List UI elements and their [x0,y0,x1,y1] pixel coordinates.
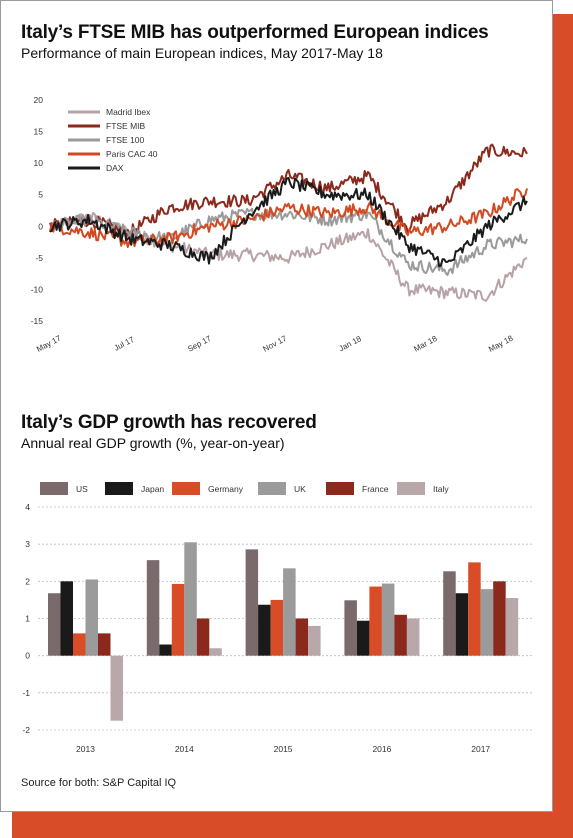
x-tick-label: 2017 [471,744,490,754]
bar-legend: US Japan Germany UK France Italy [40,482,449,495]
y-tick-label: -10 [31,284,44,294]
legend-swatch-italy [397,482,425,495]
y-tick-label: -1 [22,688,30,698]
bar-japan-2015 [258,604,271,656]
legend-label-us: US [76,484,88,494]
x-tick-label: 2016 [372,744,391,754]
y-tick-label: 15 [34,127,44,137]
bar-italy-2015 [308,625,321,656]
legend-label-madrid-ibex: Madrid Ibex [106,107,151,117]
bar-italy-2016 [406,618,420,656]
bar-germany-2017 [468,562,481,656]
infographic-card: Italy’s FTSE MIB has outperformed Europe… [0,0,553,812]
y-tick-label: -15 [31,316,44,326]
y-tick-label: 2 [25,576,30,586]
bar-us-2014 [146,560,160,656]
bar-us-2013 [48,593,61,656]
bar-germany-2016 [369,586,382,656]
bar-us-2015 [245,549,259,656]
y-tick-label: 4 [25,502,30,512]
legend-label-uk: UK [294,484,306,494]
bar-uk-2013 [85,579,98,656]
legend-label-france: France [362,484,389,494]
bar-uk-2014 [184,542,197,656]
bar-japan-2013 [60,581,73,656]
legend-swatch-france [326,482,354,495]
bar-france-2013 [98,633,111,656]
legend-label-italy: Italy [433,484,449,494]
bar-chart: 4 3 2 1 0 -1 -2 2013 2014 2015 2016 2017 US Japan Germ… [22,482,532,754]
bar-japan-2017 [455,593,469,656]
y-tick-label: 3 [25,539,30,549]
bar-us-2017 [443,571,456,656]
bar-france-2017 [493,581,506,656]
bar-us-2016 [344,600,357,656]
legend-label-germany: Germany [208,484,244,494]
legend-swatch-germany [172,482,200,495]
source-note: Source for both: S&P Capital IQ [21,777,177,789]
bar-germany-2014 [171,583,185,656]
line-legend: Madrid Ibex FTSE MIB FTSE 100 Paris CAC 40 D… [68,107,158,173]
legend-label-ftse-100: FTSE 100 [106,135,145,145]
chart1-subtitle: Performance of main European indices, Ma… [21,45,383,61]
bar-japan-2014 [159,644,172,656]
legend-swatch-uk [258,482,286,495]
bar-uk-2017 [480,589,494,656]
y-tick-label: 1 [25,614,30,624]
bar-uk-2016 [381,583,395,656]
x-tick-label: 2013 [76,744,95,754]
series-line-dax [49,176,528,268]
x-tick-label: 2014 [175,744,194,754]
bar-germany-2013 [73,633,86,656]
y-tick-label: -5 [35,253,43,263]
legend-label-ftse-mib: FTSE MIB [106,121,146,131]
y-tick-label: 20 [34,95,44,105]
bar-italy-2014 [209,648,222,656]
y-tick-label: 0 [38,221,43,231]
y-tick-label: 10 [34,158,44,168]
chart2-subtitle: Annual real GDP growth (%, year-on-year) [21,435,285,451]
chart2-title: Italy’s GDP growth has recovered [21,412,317,433]
series-line-madrid-ibex [49,211,528,302]
y-tick-label: -2 [22,725,30,735]
bar-germany-2015 [270,599,284,656]
chart1-title: Italy’s FTSE MIB has outperformed Europe… [21,22,489,43]
y-tick-label: 0 [25,651,30,661]
bar-france-2016 [394,614,407,656]
legend-swatch-us [40,482,68,495]
bar-france-2015 [295,618,309,656]
bar-france-2014 [196,618,210,656]
bar-italy-2013 [110,655,123,721]
legend-label-paris-cac-40: Paris CAC 40 [106,149,158,159]
bar-italy-2017 [505,598,519,656]
bar-uk-2015 [283,568,296,656]
legend-swatch-japan [105,482,133,495]
y-tick-label: 5 [38,190,43,200]
bar-japan-2016 [356,620,370,656]
legend-label-japan: Japan [141,484,164,494]
legend-label-dax: DAX [106,163,124,173]
x-tick-label: 2015 [274,744,293,754]
